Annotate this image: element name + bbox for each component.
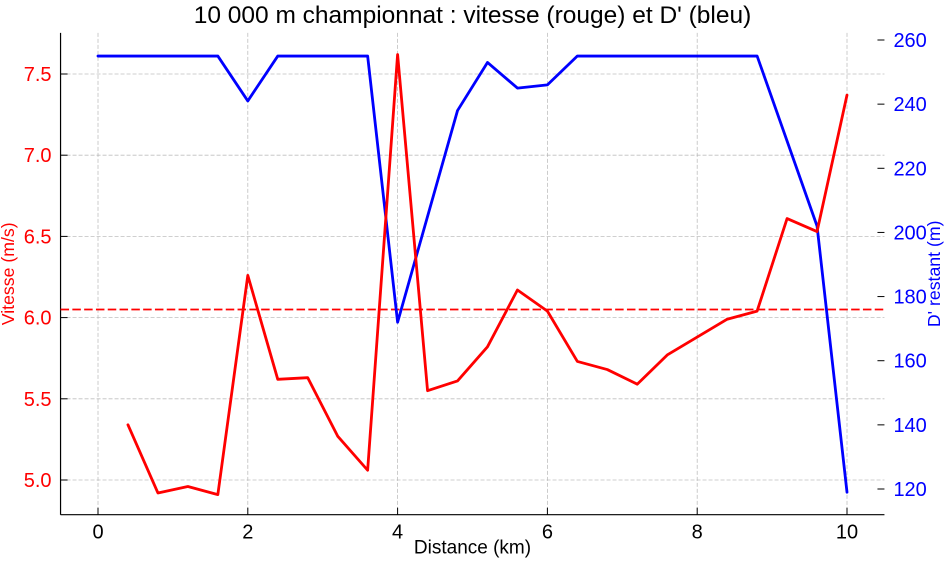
svg-text:120: 120 bbox=[893, 479, 926, 501]
svg-text:260: 260 bbox=[893, 30, 926, 52]
svg-text:Vitesse (m/s): Vitesse (m/s) bbox=[0, 222, 18, 325]
svg-text:6: 6 bbox=[542, 522, 553, 544]
svg-text:5.5: 5.5 bbox=[24, 389, 52, 411]
svg-text:140: 140 bbox=[893, 415, 926, 437]
svg-text:Distance (km): Distance (km) bbox=[414, 538, 531, 559]
svg-text:160: 160 bbox=[893, 351, 926, 373]
svg-text:180: 180 bbox=[893, 287, 926, 309]
svg-text:6.0: 6.0 bbox=[24, 308, 52, 330]
svg-text:0: 0 bbox=[92, 522, 103, 544]
svg-text:240: 240 bbox=[893, 94, 926, 116]
svg-text:7.0: 7.0 bbox=[24, 145, 52, 167]
svg-text:6.5: 6.5 bbox=[24, 226, 52, 248]
svg-text:8: 8 bbox=[692, 522, 703, 544]
svg-text:220: 220 bbox=[893, 158, 926, 180]
svg-text:2: 2 bbox=[242, 522, 253, 544]
svg-text:7.5: 7.5 bbox=[24, 64, 52, 86]
svg-text:D' restant (m): D' restant (m) bbox=[924, 221, 944, 328]
svg-text:10 000 m championnat : vitesse: 10 000 m championnat : vitesse (rouge) e… bbox=[194, 2, 752, 29]
svg-text:4: 4 bbox=[392, 522, 403, 544]
svg-text:200: 200 bbox=[893, 222, 926, 244]
svg-text:5.0: 5.0 bbox=[24, 470, 52, 492]
svg-text:10: 10 bbox=[836, 522, 858, 544]
